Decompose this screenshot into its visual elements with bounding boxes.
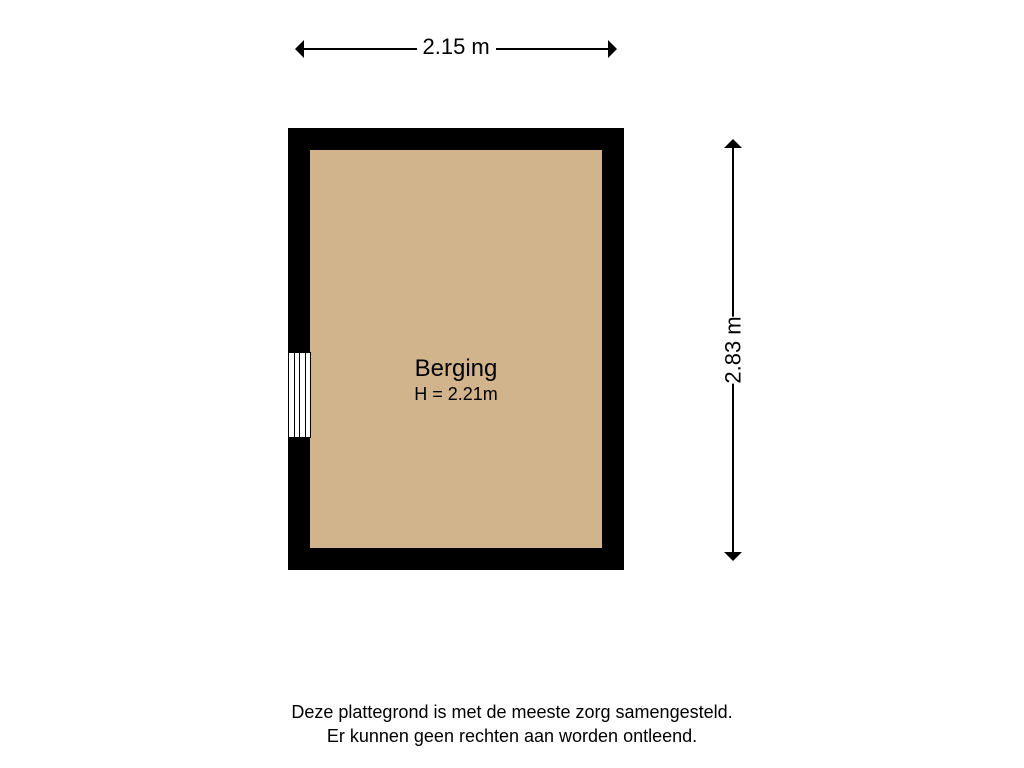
dimension-width-label: 2.15 m [417, 34, 496, 60]
arrow-up-icon [724, 139, 742, 148]
room-floor [310, 150, 602, 548]
arrow-left-icon [295, 40, 304, 58]
door-panel-line [294, 352, 295, 438]
door-panel-line [305, 352, 306, 438]
door-edge [288, 352, 310, 353]
room-height-label: H = 2.21m [310, 384, 602, 406]
door-panel-line [299, 352, 300, 438]
disclaimer-line2: Er kunnen geen rechten aan worden ontlee… [327, 726, 697, 746]
floorplan-stage: Berging H = 2.21m 2.15 m 2.83 m Deze pla… [0, 0, 1024, 768]
dimension-height-label: 2.83 m [714, 316, 752, 383]
room-label: Berging H = 2.21m [310, 355, 602, 405]
arrow-right-icon [608, 40, 617, 58]
disclaimer-line1: Deze plattegrond is met de meeste zorg s… [291, 702, 732, 722]
disclaimer: Deze plattegrond is met de meeste zorg s… [0, 700, 1024, 749]
door-edge [288, 437, 310, 438]
door-panel-line [288, 352, 289, 438]
room-name: Berging [310, 355, 602, 384]
arrow-down-icon [724, 552, 742, 561]
